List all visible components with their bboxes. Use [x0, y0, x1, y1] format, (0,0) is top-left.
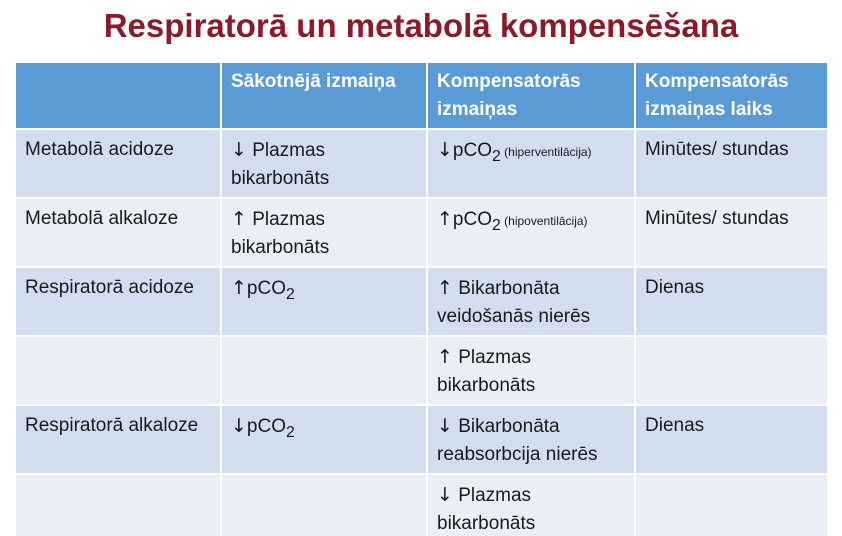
compensation-table: Sākotnējā izmaiņa Kompensatorās izmaiņas…	[14, 61, 829, 536]
cell-compensatory-change: ↑pCO2 (hipoventilācija)	[426, 197, 636, 268]
table-header-row: Sākotnējā izmaiņa Kompensatorās izmaiņas…	[14, 61, 829, 130]
cell-condition	[14, 335, 222, 406]
comp-text: Bikarbonāta reabsorbcija nierēs	[437, 416, 598, 465]
cell-initial-change	[220, 335, 428, 406]
arrow-down-icon: ↓	[231, 415, 247, 437]
initial-text: Plazmas bikarbonāts	[231, 209, 330, 258]
comp-text: pCO	[452, 140, 492, 161]
header-compensation-time: Kompensatorās izmaiņas laiks	[634, 61, 829, 130]
cell-initial-change: ↓pCO2	[220, 404, 428, 475]
table-row: ↓ Plazmas bikarbonāts	[14, 473, 829, 536]
initial-text: pCO	[246, 416, 286, 437]
arrow-down-icon: ↓	[437, 139, 453, 161]
arrow-down-icon: ↓	[437, 484, 453, 506]
comp-subscript: 2	[492, 216, 501, 234]
cell-compensatory-change: ↓pCO2 (hiperventilācija)	[426, 128, 636, 199]
header-initial-change: Sākotnējā izmaiņa	[220, 61, 428, 130]
arrow-down-icon: ↓	[231, 139, 247, 161]
comp-text: Bikarbonāta veidošanās nierēs	[437, 278, 591, 327]
cell-compensation-time: Minūtes/ stundas	[634, 197, 829, 268]
header-condition	[14, 61, 222, 130]
cell-compensation-time: Minūtes/ stundas	[634, 128, 829, 199]
arrow-up-icon: ↑	[437, 277, 453, 299]
initial-text: pCO	[246, 278, 286, 299]
table-row: Respiratorā acidoze ↑pCO2 ↑ Bikarbonāta …	[14, 266, 829, 337]
cell-initial-change: ↓ Plazmas bikarbonāts	[220, 128, 428, 199]
initial-subscript: 2	[286, 423, 295, 441]
cell-compensation-time	[634, 473, 829, 536]
comp-text: pCO	[452, 209, 492, 230]
initial-text: Plazmas bikarbonāts	[231, 140, 330, 189]
arrow-up-icon: ↑	[231, 277, 247, 299]
slide-title: Respiratorā un metabolā kompensēšana	[103, 7, 739, 44]
cell-compensation-time: Dienas	[634, 266, 829, 337]
comp-note: (hiperventilācija)	[504, 145, 592, 159]
cell-initial-change: ↑ Plazmas bikarbonāts	[220, 197, 428, 268]
comp-text: Plazmas bikarbonāts	[437, 485, 536, 534]
cell-initial-change	[220, 473, 428, 536]
cell-condition	[14, 473, 222, 536]
cell-condition: Respiratorā alkaloze	[14, 404, 222, 475]
comp-note: (hipoventilācija)	[504, 214, 588, 228]
table-row: Respiratorā alkaloze ↓pCO2 ↓ Bikarbonāta…	[14, 404, 829, 475]
comp-subscript: 2	[492, 147, 501, 165]
arrow-up-icon: ↑	[437, 346, 453, 368]
cell-compensation-time: Dienas	[634, 404, 829, 475]
cell-compensation-time	[634, 335, 829, 406]
initial-subscript: 2	[286, 285, 295, 303]
arrow-down-icon: ↓	[437, 415, 453, 437]
comp-text: Plazmas bikarbonāts	[437, 347, 536, 396]
cell-compensatory-change: ↑ Bikarbonāta veidošanās nierēs	[426, 266, 636, 337]
cell-initial-change: ↑pCO2	[220, 266, 428, 337]
cell-condition: Metabolā alkaloze	[14, 197, 222, 268]
cell-condition: Respiratorā acidoze	[14, 266, 222, 337]
cell-compensatory-change: ↓ Bikarbonāta reabsorbcija nierēs	[426, 404, 636, 475]
arrow-up-icon: ↑	[437, 208, 453, 230]
header-compensatory-change: Kompensatorās izmaiņas	[426, 61, 636, 130]
table-row: Metabolā alkaloze ↑ Plazmas bikarbonāts …	[14, 197, 829, 268]
arrow-up-icon: ↑	[231, 208, 247, 230]
table-row: Metabolā acidoze ↓ Plazmas bikarbonāts ↓…	[14, 128, 829, 199]
cell-compensatory-change: ↓ Plazmas bikarbonāts	[426, 473, 636, 536]
cell-condition: Metabolā acidoze	[14, 128, 222, 199]
cell-compensatory-change: ↑ Plazmas bikarbonāts	[426, 335, 636, 406]
table-row: ↑ Plazmas bikarbonāts	[14, 335, 829, 406]
